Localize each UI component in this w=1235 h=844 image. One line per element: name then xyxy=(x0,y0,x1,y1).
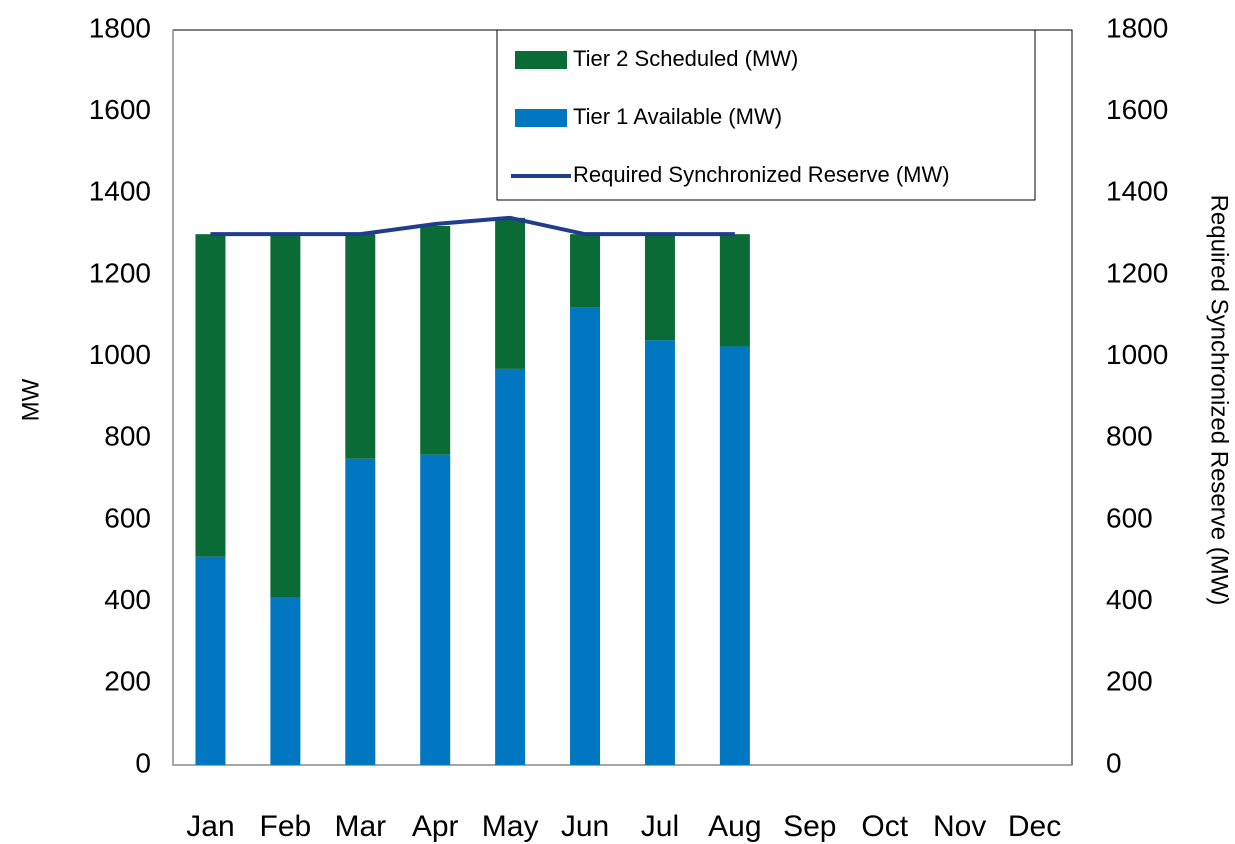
y2-tick-label: 1800 xyxy=(1106,12,1168,43)
bar-segment xyxy=(495,368,526,765)
y2-tick-label: 800 xyxy=(1106,421,1153,452)
x-tick-label: Aug xyxy=(708,810,761,843)
legend-label: Tier 1 Available (MW) xyxy=(573,104,782,129)
x-tick-label: May xyxy=(482,810,539,843)
x-tick-label: Jul xyxy=(641,810,679,843)
bar-segment xyxy=(420,226,451,455)
y2-tick-label: 1600 xyxy=(1106,94,1168,125)
bar-segment xyxy=(719,234,750,347)
y-tick-label: 1000 xyxy=(89,339,151,370)
legend-label: Required Synchronized Reserve (MW) xyxy=(573,162,950,187)
y2-tick-label: 1200 xyxy=(1106,257,1168,288)
y2-tick-label: 200 xyxy=(1106,666,1153,697)
x-tick-label: Nov xyxy=(933,810,986,843)
bar-segment xyxy=(270,234,301,598)
x-tick-label: Sep xyxy=(783,810,836,843)
y2-tick-label: 1000 xyxy=(1106,339,1168,370)
bar-segment xyxy=(420,454,451,765)
y-tick-label: 1800 xyxy=(89,12,151,43)
y-tick-label: 400 xyxy=(104,584,151,615)
bar-segment xyxy=(270,597,301,765)
legend-label: Tier 2 Scheduled (MW) xyxy=(573,46,798,71)
x-tick-label: Mar xyxy=(334,810,386,843)
y-axis-label: MW xyxy=(17,378,44,421)
x-tick-label: Apr xyxy=(412,810,459,843)
y-tick-label: 1600 xyxy=(89,94,151,125)
line xyxy=(210,215,735,237)
y-tick-label: 600 xyxy=(104,502,151,533)
y2-tick-label: 400 xyxy=(1106,584,1153,615)
y2-tick-label: 0 xyxy=(1106,747,1122,778)
bar-segment xyxy=(195,556,226,765)
y2-tick-label: 1400 xyxy=(1106,176,1168,207)
legend-box xyxy=(496,29,1036,201)
y-tick-label: 1200 xyxy=(89,257,151,288)
bar-segment xyxy=(644,340,675,765)
legend-swatch xyxy=(515,109,567,127)
bar-segment xyxy=(570,307,601,765)
x-tick-label: Jun xyxy=(561,810,609,843)
bar-segment xyxy=(570,234,601,308)
y-tick-label: 1400 xyxy=(89,176,151,207)
y-tick-label: 200 xyxy=(104,666,151,697)
bar-segment xyxy=(719,346,750,765)
bar-segment xyxy=(345,458,376,765)
bar-segment xyxy=(195,234,226,557)
legend-swatch xyxy=(515,51,567,69)
x-tick-label: Feb xyxy=(260,810,312,843)
y2-tick-label: 600 xyxy=(1106,502,1153,533)
x-tick-label: Jan xyxy=(186,810,234,843)
bar-segment xyxy=(644,234,675,341)
bar-segment xyxy=(345,234,376,459)
y-tick-label: 0 xyxy=(135,747,151,778)
y-tick-label: 800 xyxy=(104,421,151,452)
y2-axis-label: Required Synchronized Reserve (MW) xyxy=(1206,195,1233,606)
x-tick-label: Oct xyxy=(861,810,908,843)
x-tick-label: Dec xyxy=(1008,810,1061,843)
bar-segment xyxy=(495,217,526,369)
